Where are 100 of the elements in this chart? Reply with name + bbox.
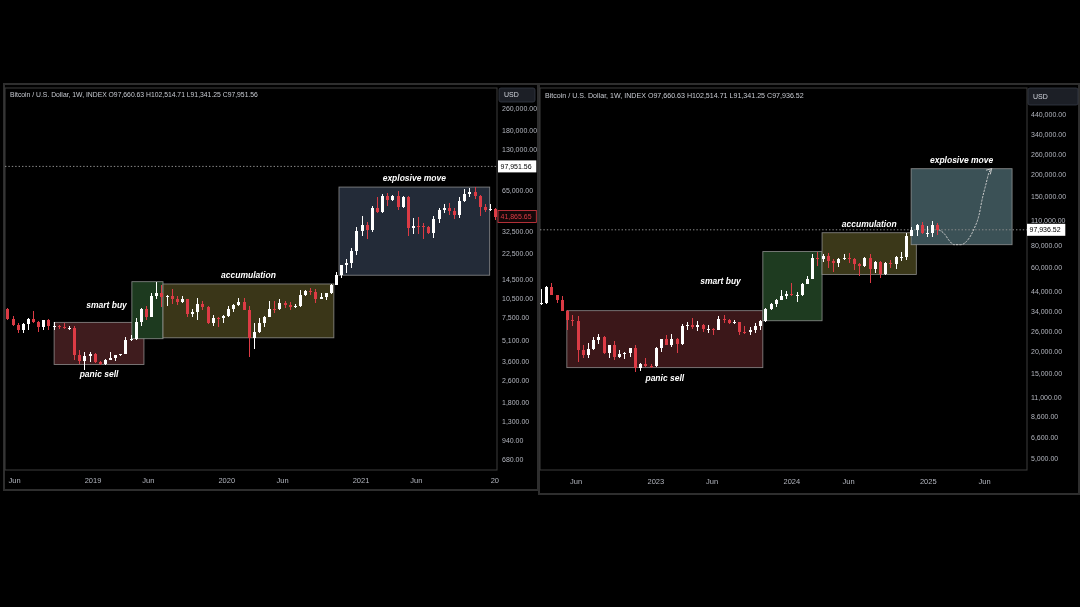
candlestick <box>468 187 471 198</box>
candlestick <box>284 301 287 308</box>
candlestick <box>422 222 425 239</box>
candlestick <box>676 338 679 354</box>
candlestick <box>806 275 809 285</box>
candlestick <box>227 305 230 317</box>
candlestick <box>314 288 317 303</box>
candlestick <box>634 345 637 372</box>
candlestick <box>884 262 887 276</box>
candlestick <box>201 300 204 311</box>
candlestick <box>191 308 194 317</box>
candlestick <box>848 253 851 263</box>
candlestick <box>350 247 353 268</box>
candlestick <box>550 283 553 295</box>
candlestick <box>78 349 81 364</box>
candlestick <box>728 318 731 324</box>
candlestick <box>686 321 689 331</box>
candlestick <box>402 195 405 209</box>
candlestick <box>869 254 872 284</box>
candlestick <box>391 194 394 201</box>
candlestick <box>325 293 328 300</box>
candlestick <box>181 295 184 304</box>
candlestick <box>294 304 297 309</box>
candlestick <box>340 265 343 279</box>
candlestick <box>895 256 898 269</box>
candlestick <box>89 351 92 362</box>
candlestick <box>63 322 66 330</box>
candlestick <box>863 256 866 268</box>
candlestick <box>253 322 256 349</box>
candlestick <box>474 187 477 200</box>
candlestick <box>73 326 76 361</box>
candlestick <box>582 344 585 358</box>
candlestick <box>407 195 410 237</box>
candlestick <box>650 364 653 368</box>
candlestick <box>448 202 451 216</box>
candlestick <box>386 193 389 206</box>
candlestick <box>124 336 127 354</box>
candlestick <box>670 333 673 347</box>
candlestick <box>212 315 215 327</box>
candlestick <box>696 320 699 331</box>
candlestick <box>738 322 741 336</box>
candlestick <box>702 323 705 333</box>
band-label: explosive move <box>382 173 447 184</box>
candlestick <box>150 293 153 317</box>
candlestick <box>592 336 595 350</box>
candlestick <box>629 348 632 357</box>
candlestick <box>879 261 882 278</box>
candlestick <box>931 221 934 237</box>
candlestick <box>371 206 374 232</box>
candlestick <box>243 298 246 311</box>
candlestick <box>916 223 919 236</box>
candlestick <box>785 290 788 300</box>
candlestick <box>160 284 163 307</box>
candlestick <box>376 196 379 214</box>
candlestick <box>289 301 292 310</box>
candlestick <box>801 283 804 296</box>
candlestick <box>905 232 908 261</box>
candlestick <box>186 299 189 317</box>
candlestick <box>936 223 939 236</box>
candlestick <box>900 251 903 261</box>
candlestick <box>361 216 364 236</box>
candlestick <box>345 259 348 273</box>
band-label: smart buy <box>86 300 129 311</box>
candlestick <box>587 342 590 358</box>
candlestick <box>12 315 15 326</box>
candlestick <box>397 190 400 210</box>
candlestick <box>273 301 276 314</box>
candlestick <box>417 217 420 234</box>
candlestick <box>754 322 757 334</box>
candlestick <box>166 294 169 307</box>
candlestick <box>381 193 384 214</box>
candlestick <box>432 215 435 238</box>
candlestick <box>561 296 564 311</box>
candlestick <box>623 352 626 360</box>
candlestick <box>540 288 543 305</box>
band-label: explosive move <box>929 154 994 165</box>
candlestick <box>438 208 441 224</box>
candlestick <box>790 283 793 297</box>
candlestick <box>494 208 497 220</box>
band-label: smart buy <box>700 276 743 287</box>
candlestick <box>489 203 492 212</box>
candlestick <box>597 333 600 344</box>
candlestick <box>921 222 924 235</box>
candlestick <box>47 318 50 331</box>
candlestick <box>764 307 767 322</box>
candlestick <box>83 351 86 370</box>
candlestick <box>458 197 461 219</box>
candlestick <box>603 335 606 355</box>
candlestick <box>566 309 569 330</box>
candlestick <box>822 253 825 262</box>
candlestick <box>309 287 312 295</box>
band-label: accumulation <box>221 269 276 280</box>
candlestick <box>723 315 726 324</box>
candlestick <box>707 324 710 333</box>
band-label: panic sell <box>644 372 685 383</box>
candlestick <box>155 281 158 300</box>
candlestick <box>655 347 658 368</box>
candlestick <box>926 226 929 237</box>
candlestick <box>171 288 174 305</box>
candlestick <box>577 316 580 362</box>
